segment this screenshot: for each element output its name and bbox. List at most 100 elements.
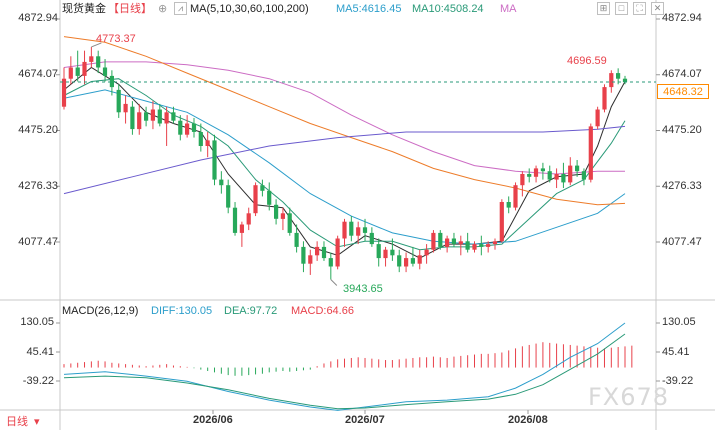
candle-body [588, 126, 593, 180]
x-tick-date: 2026/06 [193, 414, 233, 426]
macd-tick-right: 45.41 [662, 346, 690, 358]
candle-body [212, 140, 217, 180]
ma-label: MA(5,10,30,60,100,200) [190, 3, 309, 15]
y-tick-right: 4276.33 [662, 180, 702, 192]
low-annotation: 3943.65 [343, 283, 383, 295]
low-marker-line [330, 279, 338, 286]
candle-body [383, 249, 388, 259]
toolbar: 现货黄金 【日线】 ⊕ ⩘ MA(5,10,30,60,100,200) MA5… [0, 0, 715, 18]
candle-body [465, 241, 470, 250]
macd-tick-right: 130.05 [662, 316, 696, 328]
candle-body [554, 174, 559, 180]
grid-icon[interactable]: ⊞ [597, 2, 610, 15]
candle-body [404, 258, 409, 267]
y-tick-left: 4872.94 [18, 12, 58, 24]
candle-body [390, 249, 395, 256]
indicator-icon[interactable]: ⩘ [174, 2, 187, 15]
candle-body [376, 244, 381, 259]
candle-body [451, 238, 456, 245]
macd-dea-line [63, 333, 626, 410]
x-tick-date: 2026/07 [345, 414, 385, 426]
candle-body [321, 246, 327, 259]
candle-body [479, 244, 484, 247]
candle-body [130, 106, 135, 130]
candle-body [547, 171, 552, 180]
candle-body [308, 255, 313, 264]
y-tick-right: 4077.47 [662, 236, 702, 248]
candle-body [82, 61, 87, 76]
candle-body [109, 75, 114, 88]
candle-body [362, 227, 368, 233]
macd-tick-left: 45.41 [26, 346, 54, 358]
candle-body [520, 174, 525, 186]
candle-body [540, 168, 545, 172]
macd-dea-value: DEA:97.72 [224, 305, 278, 317]
high-annotation: 4773.37 [96, 33, 136, 45]
candle-body [315, 246, 320, 256]
candle-body [116, 89, 121, 113]
candle-body [287, 213, 292, 233]
minimize-icon[interactable]: □ [615, 2, 628, 15]
candle-body [191, 123, 197, 132]
candle-body [294, 232, 299, 247]
candle-body [75, 67, 80, 76]
candle-body [157, 109, 162, 124]
candle-body [561, 174, 566, 183]
candle-body [581, 171, 586, 180]
y-tick-left: 4674.07 [18, 68, 58, 80]
candle-body [486, 244, 491, 247]
candle-body [61, 78, 67, 107]
candle-body [458, 241, 463, 245]
candle-body [492, 241, 498, 245]
close-icon[interactable]: ✕ [651, 2, 664, 15]
current-price-label: 4648.32 [657, 84, 709, 99]
maximize-icon[interactable]: ⛶ [633, 2, 646, 15]
recent-high-annotation: 4696.59 [567, 55, 607, 67]
candle-body [137, 112, 142, 130]
settings-icon[interactable]: ⊕ [158, 3, 168, 15]
candle-body [239, 224, 244, 233]
candle-body [150, 109, 155, 121]
candle-body [164, 112, 169, 124]
ma-line-ma200 [63, 125, 626, 195]
footer-menu-icon[interactable]: ▾ [34, 416, 40, 428]
macd-hist-value: MACD:64.66 [291, 305, 354, 317]
candle-body [205, 140, 210, 146]
candle-body [513, 185, 518, 208]
candle-body [301, 246, 306, 264]
candle-body [445, 238, 450, 247]
ma-more-value: MA [500, 3, 517, 15]
candle-body [609, 73, 614, 88]
watermark: FX678 [588, 383, 670, 411]
candle-body [232, 207, 238, 233]
candle-body [622, 78, 628, 83]
candle-body [602, 87, 607, 110]
candle-body [438, 232, 443, 247]
candle-body [506, 202, 511, 208]
candle-body [568, 165, 573, 183]
macd-tick-right: -39.22 [662, 375, 694, 387]
macd-diff-value: DIFF:130.05 [151, 305, 213, 317]
footer-period-tab[interactable]: 日线 [6, 416, 28, 428]
y-tick-left: 4077.47 [18, 236, 58, 248]
candle-body [472, 244, 477, 250]
candle-body [527, 174, 532, 177]
candle-body [96, 56, 101, 68]
y-tick-right: 4475.20 [662, 124, 702, 136]
candle-body [595, 109, 600, 127]
candle-body [246, 213, 251, 225]
candle-body [280, 213, 285, 219]
candle-body [397, 255, 402, 267]
ma-line-ma100 [63, 36, 626, 206]
candle-body [260, 185, 265, 191]
candle-body [219, 179, 224, 186]
candle-body [431, 232, 436, 250]
candle-body [328, 258, 333, 267]
period-tag[interactable]: 【日线】 [108, 3, 152, 15]
candle-body [356, 227, 361, 236]
candle-body [185, 123, 190, 135]
candle-body [123, 103, 128, 113]
macd-diff-line [63, 322, 626, 411]
candle-body [533, 168, 539, 177]
